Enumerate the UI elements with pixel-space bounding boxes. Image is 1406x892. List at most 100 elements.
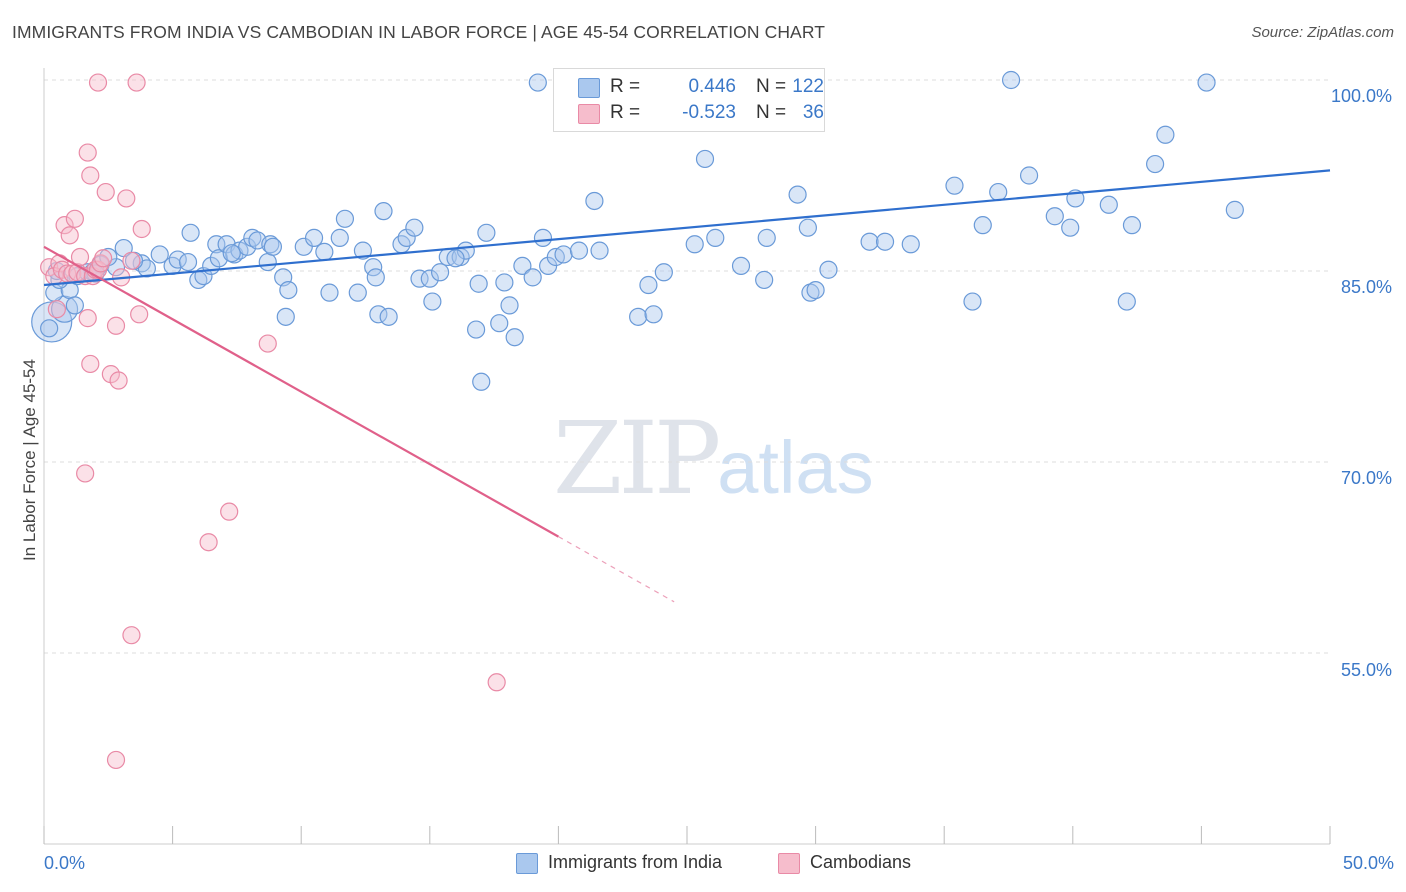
india-point xyxy=(379,307,398,326)
india-point xyxy=(304,228,324,247)
india-point xyxy=(348,283,367,302)
india-point xyxy=(945,176,964,195)
india-point xyxy=(989,182,1008,202)
india-point xyxy=(420,269,439,288)
india-point xyxy=(279,281,298,300)
legend-r-label: R = xyxy=(610,102,641,123)
india-point xyxy=(533,228,553,247)
india-point xyxy=(430,263,450,282)
india-point xyxy=(243,228,262,247)
cambodian-point xyxy=(122,251,141,270)
india-point xyxy=(374,202,393,221)
series-label-cambodians: Cambodians xyxy=(810,852,912,872)
y-tick-label-55: 55.0% xyxy=(1340,660,1392,680)
cambodian-point xyxy=(76,464,95,483)
cambodian-trend-line xyxy=(43,245,559,538)
india-point xyxy=(788,185,807,204)
india-point xyxy=(1117,292,1136,311)
india-point xyxy=(366,268,385,287)
india-point xyxy=(801,283,820,302)
x-tick-label-min: 0.0% xyxy=(44,853,86,873)
india-point xyxy=(330,228,349,247)
series-label-india: Immigrants from India xyxy=(548,852,723,872)
india-point xyxy=(629,307,648,326)
india-point xyxy=(446,249,465,268)
india-point xyxy=(222,244,241,263)
india-point xyxy=(1045,207,1064,226)
cambodian-point xyxy=(106,316,126,335)
india-point xyxy=(731,256,751,276)
india-point xyxy=(335,209,355,228)
series-swatch-cambodians xyxy=(778,853,800,874)
chart-title: IMMIGRANTS FROM INDIA VS CAMBODIAN IN LA… xyxy=(12,22,826,42)
india-point xyxy=(472,372,491,391)
watermark-zip: ZIP xyxy=(553,400,721,517)
india-point xyxy=(65,296,84,315)
cambodian-trend-extension xyxy=(558,536,675,603)
x-tick-label-max: 50.0% xyxy=(1342,853,1394,873)
india-point xyxy=(1001,70,1021,90)
india-point xyxy=(528,73,547,92)
india-point xyxy=(1225,200,1244,219)
cambodian-point xyxy=(91,254,110,273)
legend-r-label: R = xyxy=(610,76,641,97)
india-point xyxy=(569,241,589,260)
india-point xyxy=(1197,73,1216,92)
india-trend-line xyxy=(43,169,1331,287)
india-point xyxy=(1099,195,1118,214)
india-point xyxy=(585,191,604,211)
cambodian-point xyxy=(78,143,97,162)
cambodian-point xyxy=(220,502,239,521)
india-point xyxy=(495,273,514,292)
cambodian-point xyxy=(88,73,108,92)
cambodian-point xyxy=(109,371,128,390)
india-point xyxy=(806,281,825,300)
series-swatch-india xyxy=(516,853,538,874)
cambodian-point xyxy=(60,226,79,245)
cambodian-point xyxy=(78,309,97,328)
india-point xyxy=(513,256,532,276)
india-point xyxy=(973,216,992,235)
india-point xyxy=(901,235,920,254)
india-point xyxy=(695,149,715,169)
cambodian-point xyxy=(96,182,115,202)
correlation-legend: R = 0.446 N = 122 R = -0.523 N = 36 xyxy=(553,68,825,132)
cambodian-point xyxy=(81,166,100,185)
legend-n-value: 122 xyxy=(792,76,824,97)
india-point xyxy=(405,218,424,237)
india-point xyxy=(523,268,542,287)
india-point xyxy=(181,223,200,242)
cambodian-point xyxy=(94,249,113,268)
cambodian-point xyxy=(65,209,84,228)
india-point xyxy=(505,328,524,347)
legend-r-value: -0.523 xyxy=(682,102,736,123)
india-point xyxy=(1146,154,1165,174)
india-point xyxy=(590,241,609,260)
india-point xyxy=(490,314,509,333)
watermark-atlas: atlas xyxy=(717,426,874,509)
india-point xyxy=(500,296,519,315)
y-tick-label-85: 85.0% xyxy=(1340,277,1392,297)
source-label: Source: ZipAtlas.com xyxy=(1251,24,1394,41)
india-point xyxy=(466,320,486,339)
cambodian-point xyxy=(127,73,146,92)
cambodian-point xyxy=(81,354,100,374)
india-point xyxy=(554,245,573,264)
india-point xyxy=(469,274,488,293)
india-point xyxy=(798,218,817,237)
cambodian-point xyxy=(130,305,149,324)
legend-swatch-cambodians xyxy=(578,104,600,124)
india-point xyxy=(639,275,658,295)
cambodian-point xyxy=(199,533,218,552)
india-point xyxy=(320,283,339,302)
india-point xyxy=(261,235,280,254)
india-point xyxy=(238,237,257,256)
india-point xyxy=(819,260,838,279)
cambodian-point xyxy=(117,189,136,208)
india-point xyxy=(397,228,416,247)
india-point xyxy=(755,270,774,290)
legend-r-value: 0.446 xyxy=(688,76,736,97)
india-point xyxy=(875,232,895,251)
india-point xyxy=(423,292,442,311)
